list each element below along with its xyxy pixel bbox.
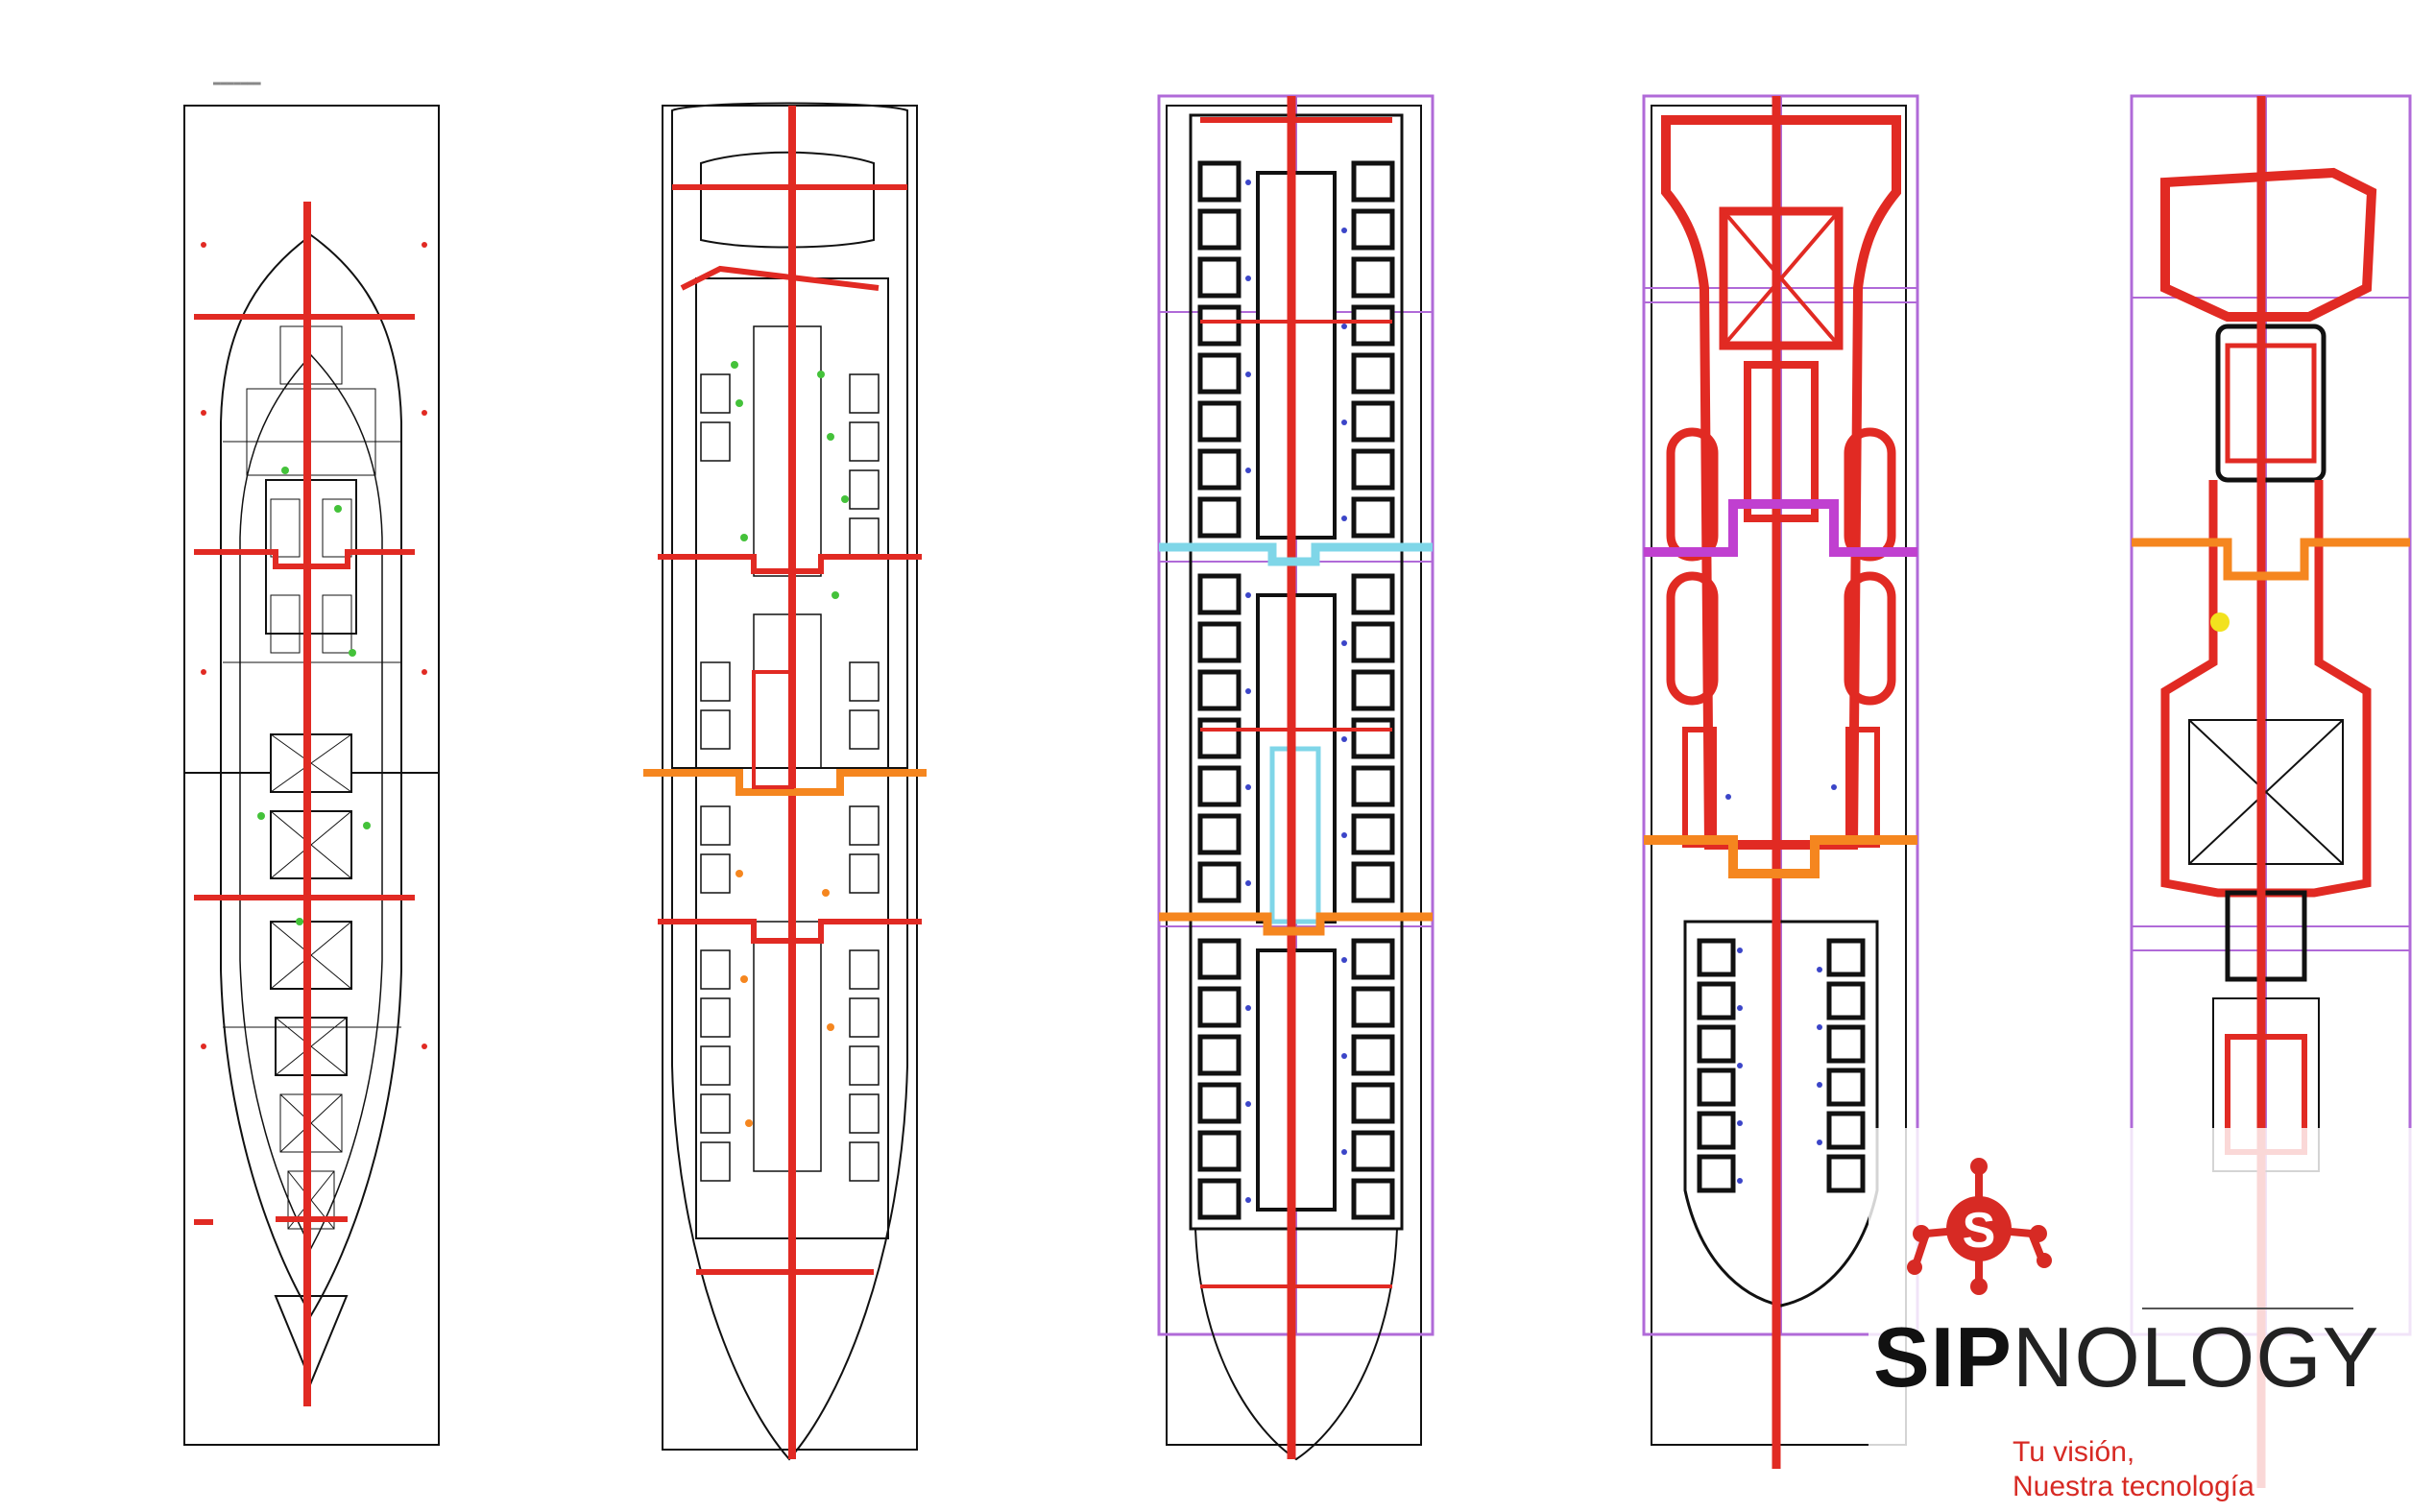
brand-tagline: Tu visión, Nuestra tecnología bbox=[2013, 1435, 2254, 1504]
tagline-line-2: Nuestra tecnología bbox=[2013, 1471, 2254, 1502]
sipnology-logo-icon: S bbox=[1907, 1158, 2052, 1295]
brand-name-light: NOLOGY bbox=[2012, 1309, 2380, 1404]
svg-text:═══════: ═══════ bbox=[212, 79, 262, 89]
deck-plan-2-drawing bbox=[643, 102, 927, 1461]
svg-text:S: S bbox=[1963, 1203, 1996, 1259]
deck-plan-4 bbox=[1632, 58, 1940, 1498]
brand-divider bbox=[2142, 1308, 2353, 1309]
deck-plan-1: ═══════ bbox=[183, 58, 444, 1498]
deck-plan-3-drawing bbox=[1157, 94, 1434, 1461]
brand-name: SIPNOLOGY bbox=[1873, 1315, 2379, 1400]
deck-plan-4-drawing bbox=[1642, 94, 1919, 1469]
deck-plan-2 bbox=[629, 58, 936, 1498]
brand-name-strong: SIP bbox=[1873, 1309, 2013, 1404]
tagline-line-1: Tu visión, bbox=[2013, 1436, 2135, 1468]
deck-plan-1-drawing: ═══════ bbox=[183, 79, 440, 1446]
deck-plan-3 bbox=[1147, 58, 1455, 1498]
sipnology-brand: S SIPNOLOGY Tu visión, Nuestra tecnologí… bbox=[1868, 1128, 2435, 1512]
